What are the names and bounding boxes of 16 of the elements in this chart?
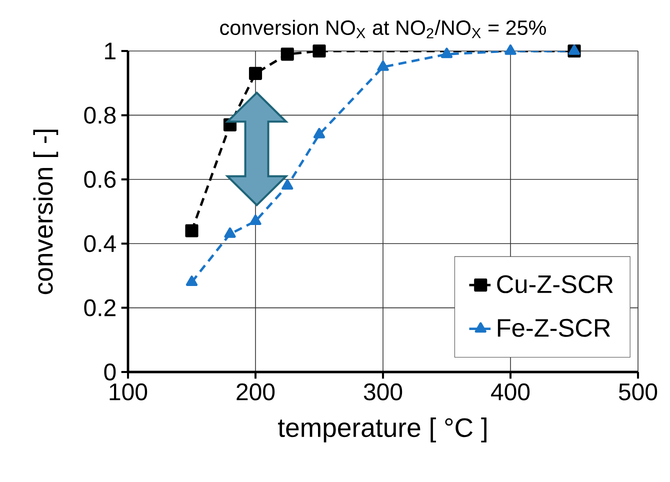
chart-title: conversion NO$_{X}$ at NO$_{2}$/NO$_{X}$ = 25% xyxy=(220,20,546,38)
x-tick-label: 300 xyxy=(364,383,402,400)
y-tick-label: 0.6 xyxy=(84,170,116,188)
y-tick-label: 0.8 xyxy=(84,106,116,124)
x-tick-label: 400 xyxy=(491,383,530,400)
x-tick-label: 500 xyxy=(618,383,658,400)
legend-label: Fe-Z-SCR xyxy=(498,318,610,337)
y-tick-label: 1 xyxy=(105,42,116,60)
x-tick-label: 200 xyxy=(236,383,275,400)
y-axis-title: conversion [ -] xyxy=(33,130,58,294)
x-axis-title: temperature [ °C ] xyxy=(278,418,486,442)
y-tick-label: 0.2 xyxy=(84,299,116,316)
y-tick-label: 0.4 xyxy=(84,235,116,252)
legend-label: Cu-Z-SCR xyxy=(497,275,613,294)
y-tick-label: 0 xyxy=(104,363,116,380)
x-tick-label: 100 xyxy=(110,383,148,400)
